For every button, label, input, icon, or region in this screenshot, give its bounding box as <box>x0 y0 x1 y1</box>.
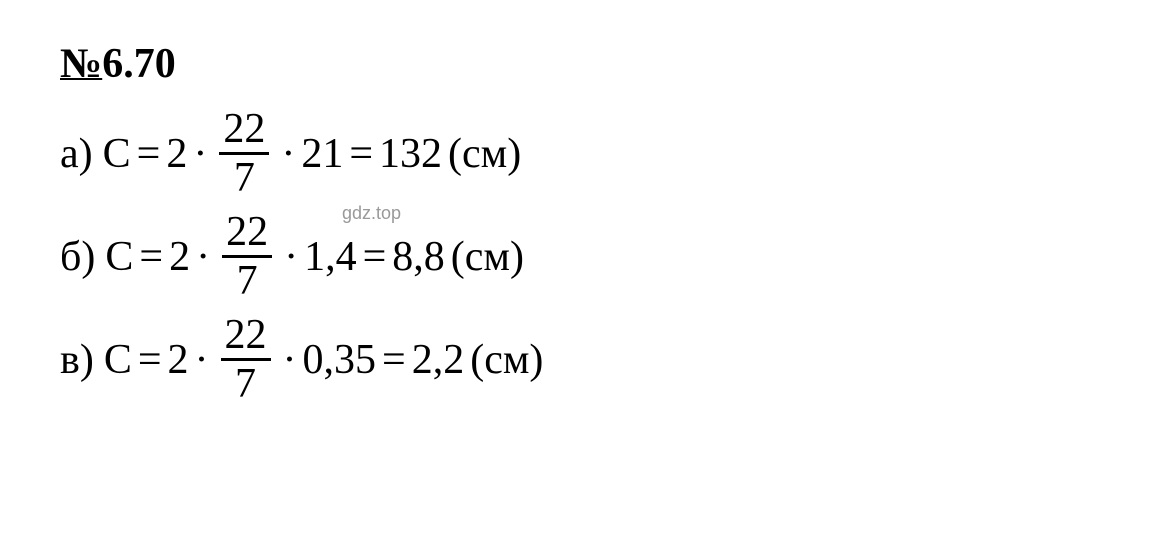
denominator: 7 <box>231 361 260 405</box>
equals-sign: = <box>139 233 163 281</box>
fraction: 22 7 <box>219 108 269 199</box>
part-label: а) <box>60 130 93 178</box>
multiply-sign: · <box>196 233 210 281</box>
equals-sign: = <box>137 130 161 178</box>
result: 2,2 <box>412 336 465 384</box>
result: 132 <box>379 130 442 178</box>
multiply-sign: · <box>284 233 298 281</box>
equation-body: С = 2 · 22 7 · 1,4 = 8,8 (см) <box>105 211 530 302</box>
variable: С <box>105 233 133 281</box>
part-label: б) <box>60 233 95 281</box>
multiply-sign: · <box>281 130 295 178</box>
part-label: в) <box>60 336 94 384</box>
unit: (см) <box>451 233 524 281</box>
variable: С <box>104 336 132 384</box>
coefficient: 2 <box>168 336 189 384</box>
operand: 21 <box>301 130 343 178</box>
problem-heading: №6.70 <box>60 40 1089 88</box>
equation-row-b: gdz.top б) С = 2 · 22 7 · 1,4 = 8,8 (см) <box>60 211 1089 302</box>
problem-number: 6.70 <box>102 41 176 87</box>
operand: 1,4 <box>304 233 357 281</box>
operand: 0,35 <box>303 336 377 384</box>
denominator: 7 <box>230 155 259 199</box>
result: 8,8 <box>392 233 445 281</box>
multiply-sign: · <box>195 336 209 384</box>
coefficient: 2 <box>169 233 190 281</box>
equals-sign: = <box>138 336 162 384</box>
multiply-sign: · <box>193 130 207 178</box>
numerator: 22 <box>219 108 269 155</box>
unit: (см) <box>448 130 521 178</box>
equation-body: С = 2 · 22 7 · 0,35 = 2,2 (см) <box>104 314 550 405</box>
denominator: 7 <box>233 258 262 302</box>
equals-sign: = <box>349 130 373 178</box>
fraction: 22 7 <box>222 211 272 302</box>
equals-sign: = <box>382 336 406 384</box>
coefficient: 2 <box>166 130 187 178</box>
multiply-sign: · <box>283 336 297 384</box>
numerator: 22 <box>221 314 271 361</box>
fraction: 22 7 <box>221 314 271 405</box>
equation-row-a: а) С = 2 · 22 7 · 21 = 132 (см) <box>60 108 1089 199</box>
equation-body: С = 2 · 22 7 · 21 = 132 (см) <box>103 108 528 199</box>
watermark-text: gdz.top <box>342 203 401 224</box>
unit: (см) <box>470 336 543 384</box>
numerator: 22 <box>222 211 272 258</box>
equals-sign: = <box>363 233 387 281</box>
variable: С <box>103 130 131 178</box>
numero-symbol: № <box>60 41 102 87</box>
equation-row-v: в) С = 2 · 22 7 · 0,35 = 2,2 (см) <box>60 314 1089 405</box>
